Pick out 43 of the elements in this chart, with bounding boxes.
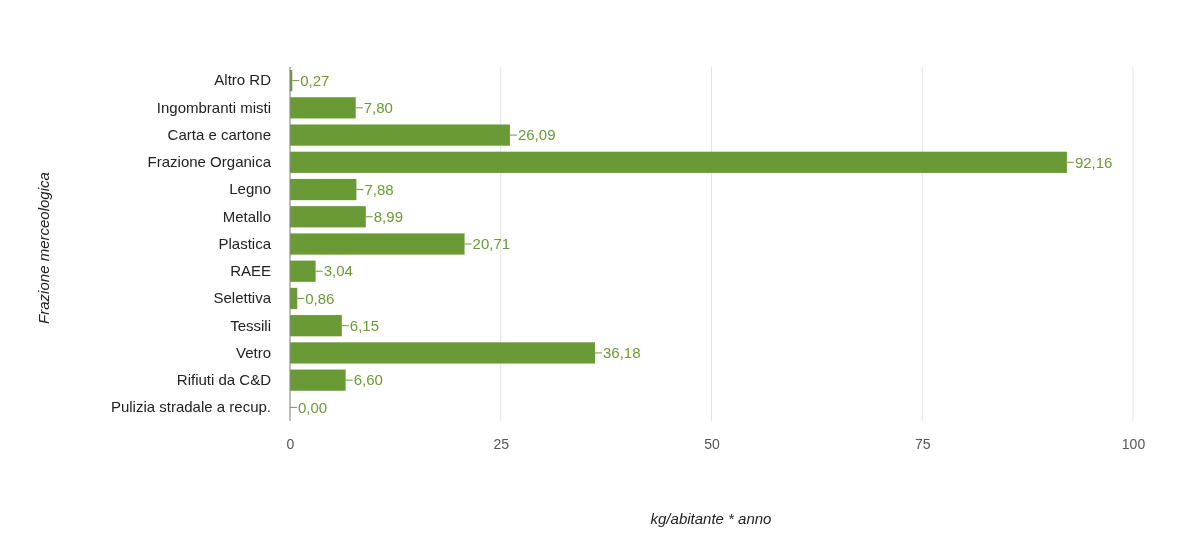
y-tick-label: Tessili xyxy=(230,316,271,334)
x-tick-label: 100 xyxy=(1121,435,1146,452)
bar xyxy=(290,178,357,201)
data-label: 26,09 xyxy=(517,126,556,144)
data-label: 6,60 xyxy=(353,371,383,389)
data-label: 7,80 xyxy=(363,99,393,117)
y-tick-label: Vetro xyxy=(235,343,271,361)
bar xyxy=(290,233,465,255)
data-label: 7,88 xyxy=(364,180,394,198)
data-label: 36,18 xyxy=(603,344,641,362)
bar xyxy=(290,342,595,364)
y-tick-label: Pulizia stradale a recup. xyxy=(110,398,271,416)
x-tick-label: 75 xyxy=(914,435,931,452)
x-tick-label: 25 xyxy=(493,435,510,452)
bar xyxy=(290,124,510,146)
data-label: 8,99 xyxy=(373,208,403,226)
y-tick-label: Altro RD xyxy=(214,71,272,89)
y-tick-label: Ingombranti misti xyxy=(156,98,271,116)
data-label: 3,04 xyxy=(323,262,353,280)
bar xyxy=(290,151,1067,173)
data-label: 6,15 xyxy=(349,316,380,334)
bar xyxy=(290,315,342,337)
data-label: 0,00 xyxy=(298,398,328,416)
y-tick-label: Selettiva xyxy=(213,289,272,307)
y-tick-label: RAEE xyxy=(230,262,271,280)
y-tick-label: Plastica xyxy=(218,234,272,252)
bar xyxy=(290,97,356,119)
y-tick-label: Carta e cartone xyxy=(167,125,271,143)
data-label: 92,16 xyxy=(1074,153,1113,171)
y-tick-label: Legno xyxy=(229,180,271,198)
y-tick-label: Frazione Organica xyxy=(147,153,272,171)
bar xyxy=(290,206,366,228)
data-label: 0,86 xyxy=(305,289,335,307)
y-tick-label: Rifiuti da C&D xyxy=(176,370,272,388)
bar xyxy=(290,369,346,391)
x-axis-title: kg/abitante * anno xyxy=(650,510,772,527)
y-axis-title: Frazione merceologica xyxy=(35,172,52,324)
y-tick-label: Metallo xyxy=(222,207,271,225)
x-tick-label: 50 xyxy=(704,435,720,452)
data-label: 20,71 xyxy=(472,235,511,253)
bar xyxy=(290,260,316,282)
data-label: 0,27 xyxy=(300,71,330,89)
x-tick-label: 0 xyxy=(286,435,295,452)
